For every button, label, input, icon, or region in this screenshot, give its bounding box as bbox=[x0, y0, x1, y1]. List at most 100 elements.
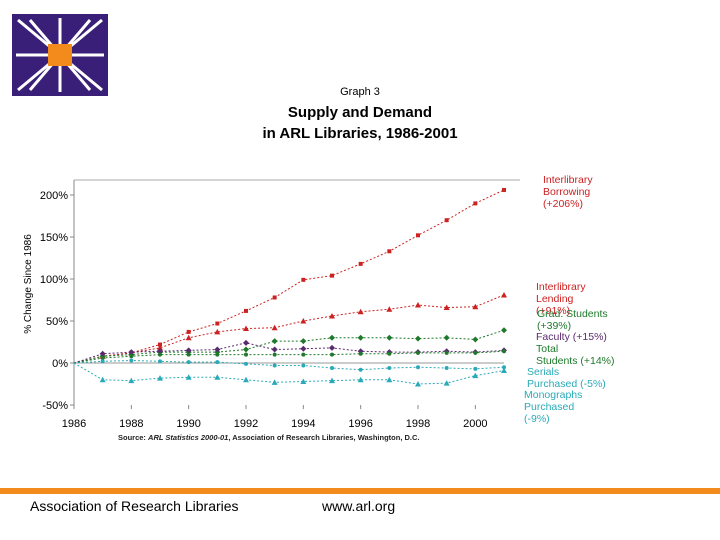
data-point bbox=[357, 308, 364, 315]
data-point bbox=[387, 366, 392, 371]
x-tick-label: 1996 bbox=[348, 418, 372, 430]
data-point bbox=[214, 374, 221, 380]
legend-serials: Serials Purchased (-5%) bbox=[527, 366, 606, 390]
chart-axes: 200% 150% 100% 50% 0% -50% 1986 1988 1990 1992 199… bbox=[40, 179, 520, 430]
data-point bbox=[358, 367, 363, 372]
data-point bbox=[444, 350, 449, 355]
series-line bbox=[73, 294, 505, 364]
data-point bbox=[186, 352, 191, 357]
legend-faculty: Faculty (+15%) bbox=[536, 331, 607, 343]
data-point bbox=[272, 363, 277, 368]
y-tick-label: 0% bbox=[52, 358, 68, 370]
source-rest: , Association of Research Libraries, Was… bbox=[228, 433, 420, 442]
data-point bbox=[472, 372, 479, 379]
legend-total-students: Total Students (+14%) bbox=[536, 343, 615, 367]
y-axis-label: % Change Since 1986 bbox=[23, 234, 34, 334]
series-line bbox=[73, 350, 505, 364]
chart-series bbox=[73, 187, 507, 387]
data-point bbox=[300, 345, 307, 352]
data-point bbox=[244, 361, 248, 366]
legend-lending: Interlibrary Lending (+91%) bbox=[536, 281, 586, 317]
data-point bbox=[271, 338, 278, 345]
y-tick-label: 150% bbox=[40, 232, 68, 244]
data-point bbox=[386, 306, 393, 312]
data-point bbox=[185, 347, 192, 354]
data-point bbox=[243, 376, 249, 383]
data-point bbox=[358, 351, 363, 356]
series-1 bbox=[73, 291, 507, 364]
data-point bbox=[501, 327, 507, 334]
data-point bbox=[128, 377, 135, 384]
data-point bbox=[502, 365, 506, 370]
series-line bbox=[73, 362, 505, 385]
data-point bbox=[416, 233, 420, 238]
data-point bbox=[330, 352, 334, 357]
data-point bbox=[501, 367, 507, 374]
data-point bbox=[215, 352, 220, 357]
series-6 bbox=[73, 362, 507, 387]
x-tick-label: 1986 bbox=[62, 418, 86, 430]
data-point bbox=[99, 350, 106, 357]
data-point bbox=[387, 351, 392, 356]
data-point bbox=[502, 187, 506, 192]
footer-org: Association of Research Libraries bbox=[30, 498, 239, 514]
y-tick-label: 200% bbox=[40, 190, 68, 202]
data-point bbox=[329, 312, 335, 319]
data-point bbox=[271, 324, 278, 331]
data-point bbox=[129, 354, 134, 359]
series-2 bbox=[73, 327, 507, 364]
x-tick-label: 1998 bbox=[406, 418, 430, 430]
y-tick-label: 100% bbox=[40, 274, 68, 286]
series-3 bbox=[73, 339, 507, 364]
data-point bbox=[186, 329, 191, 334]
data-point bbox=[387, 249, 392, 254]
data-point bbox=[300, 338, 307, 345]
data-point bbox=[473, 201, 478, 206]
footer-accent-bar bbox=[0, 488, 720, 494]
graph-label: Graph 3 bbox=[340, 86, 380, 98]
series-5 bbox=[73, 358, 506, 372]
data-point bbox=[215, 321, 220, 326]
series-0 bbox=[73, 187, 506, 364]
x-tick-label: 1988 bbox=[119, 418, 143, 430]
data-point bbox=[415, 381, 421, 387]
data-point bbox=[214, 346, 221, 353]
data-point bbox=[157, 375, 163, 381]
data-point bbox=[415, 302, 421, 308]
data-point bbox=[473, 366, 478, 371]
data-point bbox=[158, 352, 162, 357]
data-point bbox=[244, 308, 248, 313]
source-note: Source: ARL Statistics 2000-01, Associat… bbox=[118, 433, 420, 442]
x-tick-label: 1990 bbox=[176, 418, 200, 430]
data-point bbox=[271, 379, 278, 385]
data-point bbox=[386, 376, 393, 383]
data-point bbox=[416, 350, 420, 355]
data-point bbox=[330, 273, 334, 278]
data-point bbox=[415, 335, 421, 342]
data-point bbox=[243, 325, 249, 332]
data-point bbox=[301, 352, 306, 357]
data-point bbox=[473, 350, 478, 355]
data-point bbox=[100, 359, 105, 364]
data-point bbox=[357, 334, 364, 341]
data-point bbox=[443, 380, 450, 386]
data-point bbox=[329, 334, 335, 341]
data-point bbox=[444, 366, 449, 371]
data-point bbox=[157, 344, 163, 351]
data-point bbox=[357, 376, 364, 383]
series-line bbox=[73, 359, 505, 371]
data-point bbox=[443, 304, 450, 311]
data-point bbox=[158, 359, 162, 364]
data-point bbox=[472, 303, 479, 310]
x-tick-label: 1992 bbox=[234, 418, 258, 430]
data-point bbox=[329, 377, 335, 384]
data-point bbox=[128, 349, 135, 356]
data-point bbox=[329, 344, 335, 351]
data-point bbox=[300, 318, 307, 324]
x-tick-label: 1994 bbox=[291, 418, 315, 430]
data-point bbox=[272, 352, 277, 357]
data-point bbox=[300, 378, 307, 384]
footer-url[interactable]: www.arl.org bbox=[322, 498, 396, 514]
chart-title-line2: in ARL Libraries, 1986-2001 bbox=[262, 125, 458, 142]
